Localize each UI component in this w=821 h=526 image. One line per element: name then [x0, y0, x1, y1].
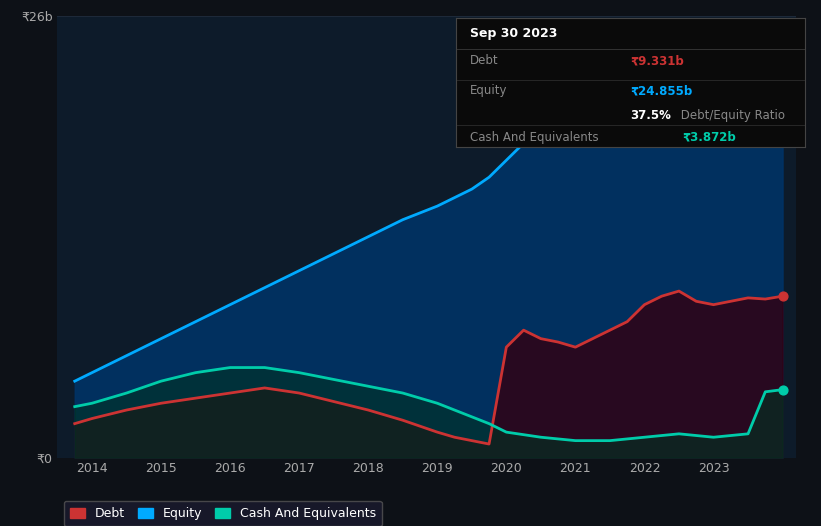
Point [776, 292, 789, 300]
Text: 37.5%: 37.5% [631, 109, 671, 122]
Text: Debt: Debt [470, 55, 498, 67]
Text: Equity: Equity [470, 84, 507, 97]
Text: Sep 30 2023: Sep 30 2023 [470, 27, 557, 41]
Text: ₹3.872b: ₹3.872b [682, 130, 736, 144]
Text: ₹24.855b: ₹24.855b [631, 84, 692, 97]
Text: Cash And Equivalents: Cash And Equivalents [470, 130, 599, 144]
Text: ₹9.331b: ₹9.331b [631, 55, 684, 67]
Legend: Debt, Equity, Cash And Equivalents: Debt, Equity, Cash And Equivalents [64, 501, 382, 526]
Point [776, 24, 789, 32]
Point [776, 386, 789, 394]
Text: Debt/Equity Ratio: Debt/Equity Ratio [677, 109, 785, 122]
